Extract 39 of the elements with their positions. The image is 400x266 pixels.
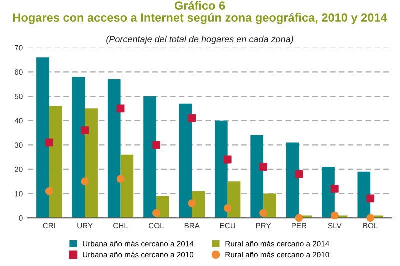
point <box>116 175 125 184</box>
bar <box>228 182 241 218</box>
bar <box>156 196 170 218</box>
bar <box>286 142 300 218</box>
bar <box>214 120 228 218</box>
point <box>295 170 304 178</box>
point <box>152 209 160 218</box>
bar <box>322 167 335 218</box>
point <box>366 194 375 203</box>
bar <box>358 172 371 218</box>
point <box>188 200 196 208</box>
point <box>224 204 232 212</box>
point <box>81 126 90 135</box>
point <box>295 214 304 222</box>
bar <box>36 58 50 218</box>
bar <box>179 104 192 218</box>
chart-subtitle: (Porcentaje del total de hogares en cada zona) <box>106 36 294 44</box>
bar <box>108 79 121 218</box>
point <box>188 114 196 122</box>
point <box>330 184 339 193</box>
bar <box>264 194 276 218</box>
point <box>152 141 160 150</box>
point <box>45 187 54 196</box>
point <box>366 214 375 222</box>
point <box>260 163 268 171</box>
bar <box>49 106 62 218</box>
bar <box>192 191 206 218</box>
bar <box>144 96 156 218</box>
bar <box>120 154 134 218</box>
point <box>330 212 339 220</box>
chart-title: Gráfico 6 Hogares con acceso a Internet según zona geográfica, 2010 y 2014 <box>13 1 388 24</box>
point <box>45 138 54 147</box>
point <box>260 209 268 218</box>
bar <box>85 108 98 218</box>
point <box>224 156 232 164</box>
bar <box>72 77 86 218</box>
bar <box>250 135 264 218</box>
point <box>81 178 90 186</box>
point <box>116 104 125 113</box>
